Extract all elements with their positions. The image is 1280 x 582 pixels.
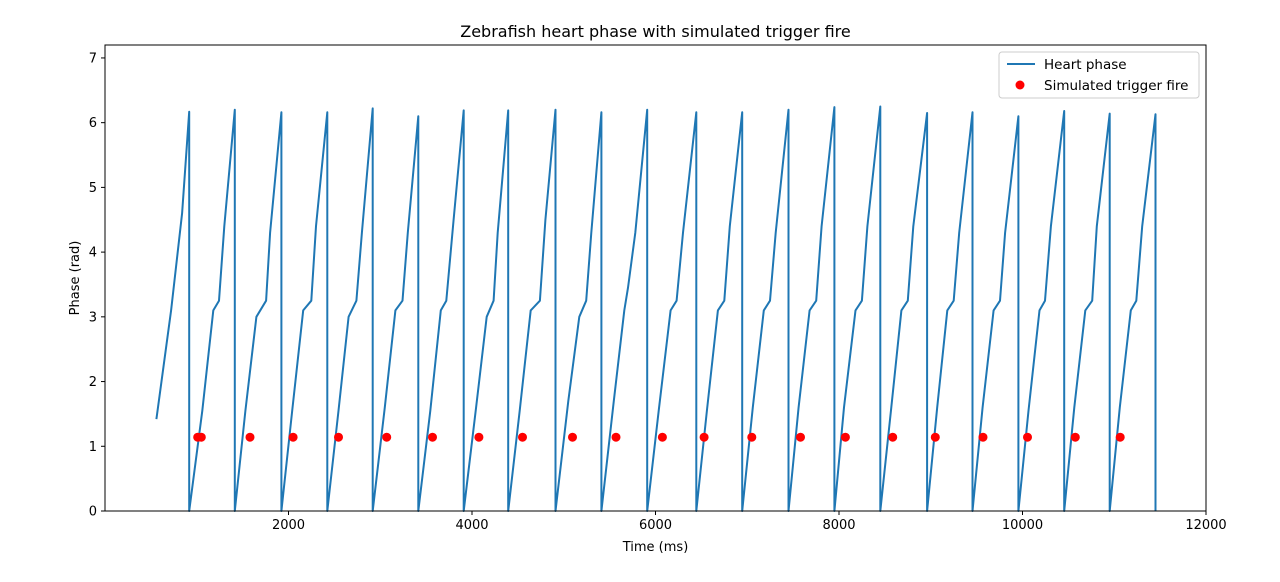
y-tick-label: 5 [89, 181, 97, 196]
legend-label-trigger-fire: Simulated trigger fire [1044, 78, 1188, 94]
y-axis: 0 1 2 3 4 5 6 7 [89, 51, 105, 520]
legend-label-heart-phase: Heart phase [1044, 57, 1127, 73]
series-line-heart-phase [155, 105, 1157, 512]
y-tick-label: 3 [89, 310, 97, 325]
trigger-fire-point [288, 432, 298, 442]
trigger-fire-point [1115, 432, 1125, 442]
x-tick-label: 6000 [639, 518, 672, 533]
trigger-fire-point [428, 432, 437, 442]
x-tick-label: 8000 [822, 518, 855, 533]
trigger-fire-point [796, 432, 805, 442]
y-axis-label: Phase (rad) [68, 241, 83, 316]
plot-area [155, 105, 1157, 512]
legend-scatter-swatch [1015, 80, 1025, 90]
trigger-fire-point [1023, 432, 1032, 442]
trigger-fire-point [196, 432, 206, 442]
trigger-fire-point [611, 432, 621, 442]
trigger-fire-point [930, 432, 940, 442]
trigger-fire-point [382, 432, 392, 442]
trigger-fire-point [699, 432, 709, 442]
y-tick-label: 6 [89, 116, 97, 131]
trigger-fire-point [747, 432, 757, 442]
y-tick-label: 4 [89, 246, 97, 261]
y-tick-label: 0 [89, 505, 97, 520]
y-tick-label: 2 [89, 375, 97, 390]
trigger-fire-point [568, 432, 577, 442]
y-tick-label: 7 [89, 51, 97, 66]
x-tick-label: 10000 [1002, 518, 1043, 533]
x-axis: 2000 4000 6000 8000 10000 12000 [272, 511, 1227, 533]
chart-title: Zebrafish heart phase with simulated tri… [460, 22, 851, 41]
trigger-fire-point [888, 432, 898, 442]
trigger-fire-point [245, 432, 255, 442]
legend: Heart phase Simulated trigger fire [998, 51, 1200, 99]
x-tick-label: 4000 [455, 518, 488, 533]
legend-box [998, 51, 1200, 99]
trigger-fire-point [978, 432, 988, 442]
y-tick-label: 1 [89, 440, 97, 455]
trigger-fire-point [840, 432, 850, 442]
trigger-fire-point [518, 432, 527, 442]
trigger-fire-point [657, 432, 667, 442]
trigger-fire-point [474, 432, 484, 442]
trigger-fire-point [334, 432, 343, 442]
x-tick-label: 12000 [1185, 518, 1226, 533]
x-tick-label: 2000 [272, 518, 305, 533]
x-axis-label: Time (ms) [622, 540, 689, 555]
trigger-fire-point [1070, 432, 1080, 442]
